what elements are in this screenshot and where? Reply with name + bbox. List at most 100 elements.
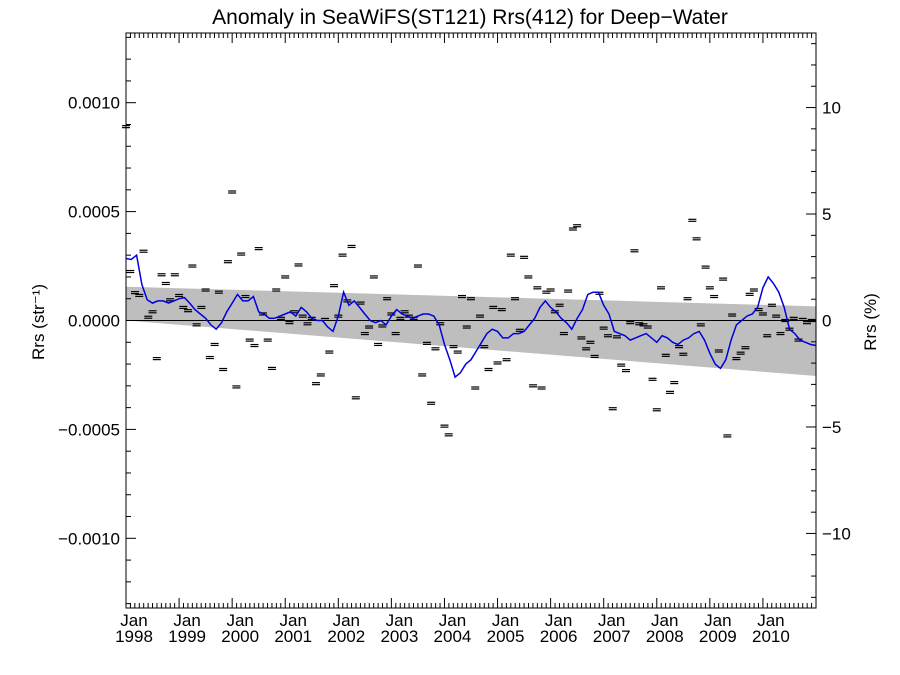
data-point: [741, 346, 750, 350]
data-point: [630, 249, 639, 253]
x-tick-year-label: 2008: [646, 627, 684, 646]
data-point: [520, 255, 529, 259]
data-point: [294, 263, 303, 267]
x-tick-year-label: 2003: [380, 627, 418, 646]
data-point: [670, 380, 679, 385]
data-point: [608, 407, 617, 411]
data-point: [170, 273, 179, 277]
running-mean-line: [125, 253, 817, 379]
data-point: [617, 363, 626, 367]
data-point: [263, 338, 272, 342]
x-tick-month-label: Jan: [173, 611, 200, 630]
data-point: [529, 384, 538, 388]
data-point: [391, 331, 400, 336]
data-point: [679, 352, 688, 356]
data-point: [152, 357, 161, 361]
data-point: [400, 310, 409, 314]
data-point: [603, 334, 612, 338]
data-point: [484, 367, 493, 372]
data-point: [763, 334, 772, 338]
data-point: [139, 249, 148, 253]
data-point: [728, 313, 737, 317]
data-point: [351, 396, 360, 400]
data-point: [228, 190, 237, 194]
data-point: [511, 297, 520, 301]
x-tick-year-label: 2006: [540, 627, 578, 646]
data-point: [250, 343, 259, 348]
data-point: [131, 291, 140, 295]
data-point: [237, 252, 246, 256]
data-point: [303, 322, 312, 326]
data-point: [767, 303, 776, 307]
data-point: [457, 294, 466, 299]
x-tick-month-label: Jan: [333, 611, 360, 630]
data-point: [493, 361, 502, 365]
line-series-layer: [125, 253, 817, 379]
data-point: [736, 351, 745, 355]
x-tick-month-label: Jan: [280, 611, 307, 630]
data-point: [643, 325, 652, 329]
data-point: [241, 294, 250, 299]
x-tick-year-label: 2000: [221, 627, 259, 646]
data-point: [524, 275, 533, 279]
y-left-tick-label: 0.0000: [68, 312, 120, 331]
data-point: [184, 309, 193, 313]
data-point: [205, 355, 214, 360]
data-point: [374, 342, 383, 347]
data-point: [705, 286, 714, 290]
data-point: [612, 335, 621, 339]
chart-title: Anomaly in SeaWiFS(ST121) Rrs(412) for D…: [212, 6, 728, 29]
data-point: [422, 341, 431, 345]
data-point: [480, 345, 489, 349]
x-tick-year-label: 2002: [327, 627, 365, 646]
data-point: [413, 264, 422, 268]
data-point: [798, 317, 807, 322]
data-point: [807, 318, 816, 323]
data-point: [683, 297, 692, 301]
x-tick-month-label: Jan: [598, 611, 625, 630]
y-right-tick-label: 10: [822, 99, 841, 118]
x-tick-year-label: 1999: [168, 627, 206, 646]
data-point: [621, 368, 630, 373]
data-point: [657, 286, 666, 290]
x-tick-month-label: Jan: [226, 611, 253, 630]
x-tick-month-label: Jan: [704, 611, 731, 630]
data-point: [714, 349, 723, 353]
data-point: [427, 401, 436, 405]
y-right-tick-label: 5: [822, 205, 831, 224]
data-point: [126, 269, 135, 274]
y-right-tick-label: −5: [822, 418, 841, 437]
data-point: [298, 314, 307, 318]
x-tick-month-label: Jan: [492, 611, 519, 630]
data-point: [254, 247, 263, 251]
data-point: [356, 301, 365, 305]
data-point: [533, 286, 542, 290]
data-point: [661, 353, 670, 357]
data-point: [710, 294, 719, 299]
data-point: [758, 312, 767, 316]
data-point: [338, 253, 347, 257]
y-left-tick-label: 0.0005: [68, 203, 120, 222]
data-point: [444, 433, 453, 437]
data-point: [418, 373, 427, 377]
data-point: [316, 373, 325, 377]
uncertainty-band-layer: [126, 286, 816, 377]
data-point: [144, 315, 153, 319]
uncertainty-band: [126, 286, 816, 377]
y-left-tick-label: −0.0005: [58, 420, 120, 439]
data-point: [330, 284, 339, 288]
data-point: [732, 357, 741, 361]
data-point: [148, 310, 157, 314]
data-point: [188, 264, 197, 268]
data-point: [675, 345, 684, 349]
data-point: [506, 253, 515, 257]
y-right-tick-label: −10: [822, 524, 851, 543]
data-point: [449, 345, 458, 349]
x-tick-month-label: Jan: [757, 611, 784, 630]
data-point: [471, 386, 480, 390]
x-tick-year-label: 2010: [752, 627, 790, 646]
data-point: [692, 237, 701, 241]
data-point: [537, 386, 546, 390]
